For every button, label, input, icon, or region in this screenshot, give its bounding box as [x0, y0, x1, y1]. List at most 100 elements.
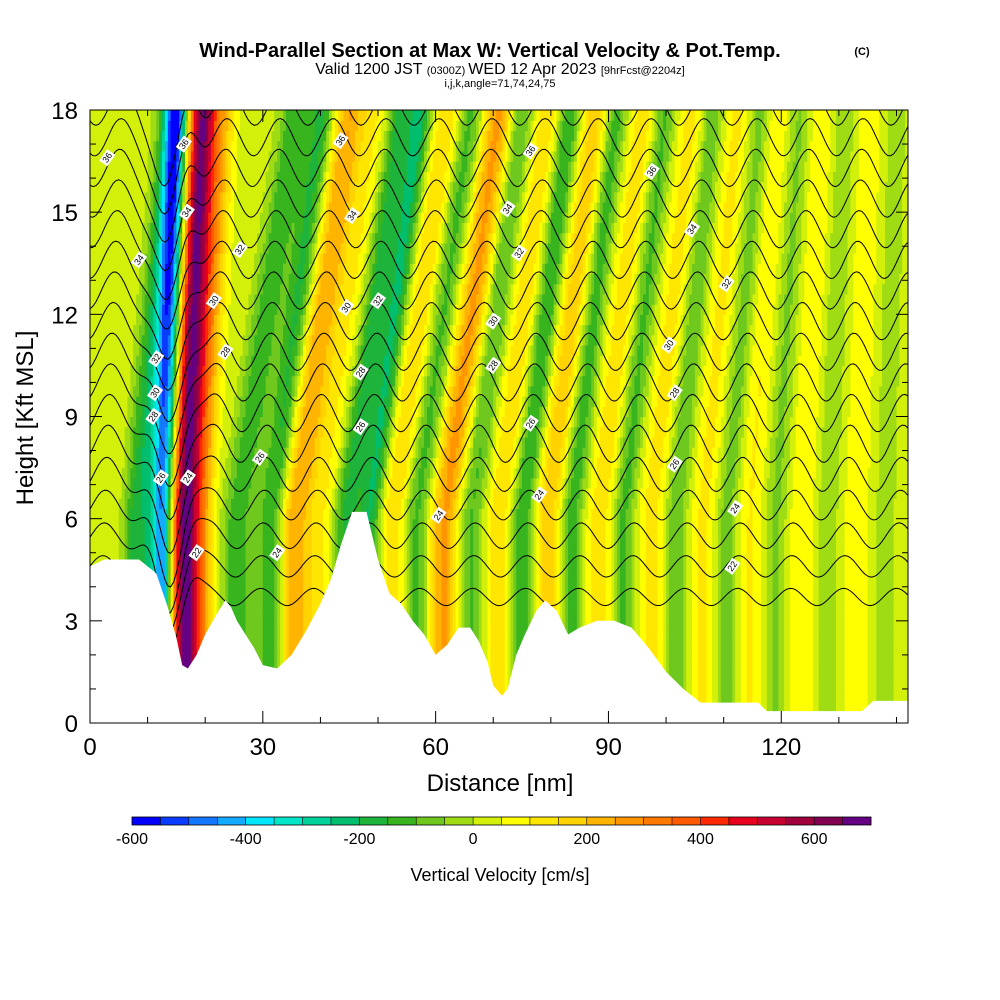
colorbar-swatch	[416, 817, 445, 825]
y-tick-label: 0	[65, 711, 78, 738]
grid-indices-label: i,j,k,angle=71,74,24,75	[444, 78, 555, 90]
valid-time-utc: (0300Z)	[427, 65, 469, 77]
contour-label: 30	[146, 384, 164, 402]
contour-label: 28	[217, 343, 234, 361]
colorbar-tick-label: 200	[573, 831, 600, 848]
chart-subtitle: Valid 1200 JST (0300Z) WED 12 Apr 2023 […	[315, 61, 685, 78]
theta-contour-line	[90, 393, 908, 487]
terrain-shape	[90, 511, 908, 723]
contour-label: 36	[332, 131, 349, 150]
colorbar-swatch	[700, 817, 730, 825]
contour-label: 34	[683, 220, 701, 238]
contour-label: 24	[430, 506, 447, 524]
contour-label: 24	[727, 499, 744, 518]
theta-contour-line	[90, 517, 908, 615]
colorbar-tick-label: 400	[687, 831, 714, 848]
x-tick-label: 90	[595, 734, 622, 761]
contour-label: 30	[338, 298, 355, 317]
theta-contour-line	[90, 455, 908, 555]
valid-time: Valid 1200 JST	[315, 61, 426, 78]
colorbar-swatch	[615, 817, 644, 825]
colorbar-tick-label: 0	[469, 831, 478, 848]
contour-label: 28	[352, 363, 369, 381]
theta-contour-line	[90, 547, 908, 633]
y-axis-label: Height [Kft MSL]	[12, 331, 39, 506]
colorbar-swatch	[160, 817, 190, 825]
contour-label: 34	[343, 206, 361, 225]
contour-label: 26	[522, 414, 539, 432]
contour-label: 24	[531, 486, 548, 504]
y-tick-label: 9	[65, 405, 78, 432]
colorbar-tick-label: -400	[230, 831, 262, 848]
theta-contour-line	[90, 487, 908, 588]
colorbar-swatch	[359, 817, 389, 825]
chart-title: Wind-Parallel Section at Max W: Vertical…	[199, 40, 780, 62]
theta-contour-line	[90, 148, 908, 243]
colorbar-label: Vertical Velocity [cm/s]	[410, 865, 589, 885]
contour-label: 28	[485, 356, 502, 375]
y-tick-label: 3	[65, 609, 78, 636]
colorbar-swatch	[302, 817, 332, 825]
colorbar-swatch	[444, 817, 474, 825]
contour-label: 34	[178, 203, 195, 221]
contour-labels: 36 34 32 30 28 26 36 34 24 22 32 30 28 26 24 36 34 30 32 28…	[99, 131, 744, 575]
x-axis-label: Distance [nm]	[427, 770, 574, 797]
colorbar-swatch	[331, 817, 360, 825]
y-tick-label: 18	[51, 98, 78, 125]
colorbar-swatch	[501, 817, 531, 825]
valid-date: WED 12 Apr 2023	[468, 61, 601, 78]
theta-contour-line	[90, 240, 908, 330]
x-tick-label: 30	[249, 734, 276, 761]
contour-label: 24	[179, 469, 197, 487]
contour-label: 36	[643, 162, 660, 180]
contour-label: 32	[718, 275, 735, 293]
contour-label: 30	[660, 336, 678, 354]
colorbar-swatch	[757, 817, 786, 825]
x-tick-label: 0	[83, 734, 96, 761]
contour-label: 36	[99, 149, 116, 167]
colorbar-tick-label: -600	[116, 831, 148, 848]
colorbar-swatch	[245, 817, 275, 825]
theta-contour-line	[90, 362, 908, 454]
colorbar-swatch	[217, 817, 246, 825]
contour-label: 34	[130, 251, 148, 269]
theta-contour-line	[90, 209, 908, 301]
colorbar-swatch	[728, 817, 758, 825]
theta-contour-line	[90, 271, 908, 360]
y-tick-label: 15	[51, 200, 78, 227]
color-legend: -600 -400 -200 0 200 400 600	[116, 816, 872, 848]
colorbar-tick-label: -200	[343, 831, 375, 848]
colorbar-swatch	[586, 817, 616, 825]
contour-label: 32	[369, 292, 387, 310]
forecast-info: [9hrFcst@2204z]	[601, 65, 685, 77]
contour-label: 34	[499, 200, 516, 218]
colorbar-swatch	[188, 817, 218, 825]
contour-label: 32	[511, 244, 528, 262]
colorbar-swatch	[842, 817, 872, 825]
contour-label: 30	[205, 292, 223, 310]
potential-temperature-contours	[90, 110, 908, 652]
theta-contour-line	[90, 332, 908, 423]
contour-label: 36	[522, 142, 539, 160]
contour-label: 36	[175, 135, 193, 153]
y-tick-label: 12	[51, 302, 78, 329]
colorbar-swatch	[387, 817, 417, 825]
colorbar-tick-label: 600	[801, 831, 828, 848]
colorbar-swatch	[132, 817, 161, 825]
contour-label: 32	[231, 240, 248, 259]
contour-label: 30	[485, 312, 502, 330]
colorbar-swatch	[814, 817, 843, 825]
contour-label: 26	[152, 469, 170, 487]
colorbar-swatch	[785, 817, 815, 825]
contour-label: 24	[269, 544, 286, 562]
copyright-mark: (C)	[854, 46, 870, 58]
colorbar-swatch	[529, 817, 559, 825]
colorbar-swatch	[672, 817, 701, 825]
contour-label: 26	[352, 418, 369, 436]
colorbar-swatch	[473, 817, 502, 825]
theta-contour-line	[90, 423, 908, 521]
contour-label: 22	[724, 557, 741, 575]
